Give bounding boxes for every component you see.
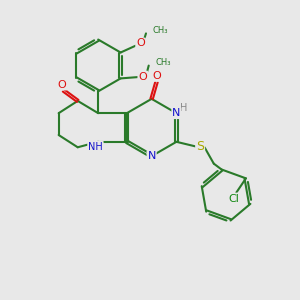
Text: N: N [147, 151, 156, 161]
Text: S: S [196, 140, 204, 153]
Text: H: H [180, 103, 188, 113]
Text: Cl: Cl [228, 194, 239, 203]
Text: CH₃: CH₃ [155, 58, 171, 67]
Text: NH: NH [88, 142, 103, 152]
Text: N: N [172, 108, 181, 118]
Text: CH₃: CH₃ [153, 26, 168, 34]
Text: O: O [152, 71, 161, 81]
Text: O: O [138, 71, 147, 82]
Text: O: O [136, 38, 145, 49]
Text: O: O [58, 80, 67, 89]
